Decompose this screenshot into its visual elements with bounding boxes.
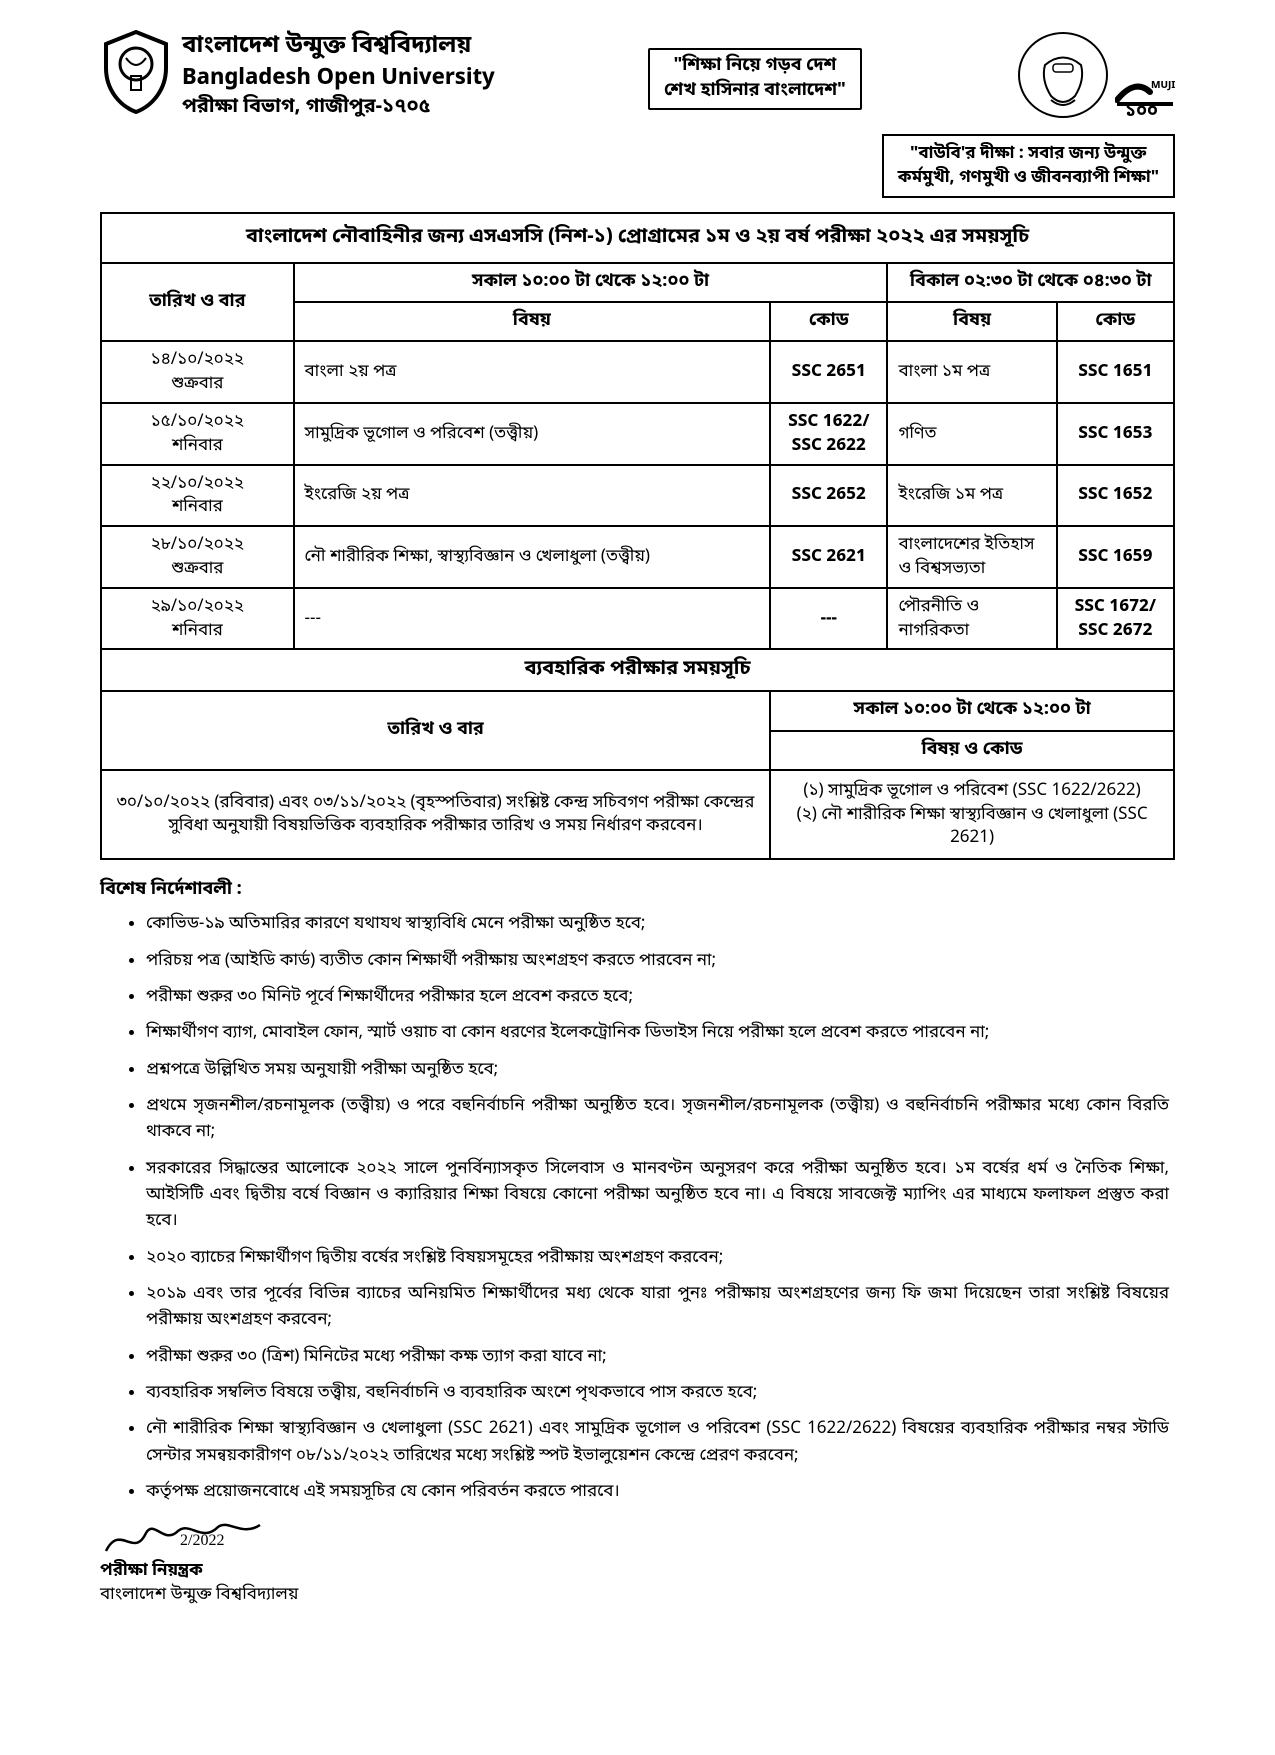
practical-subjects: (১) সামুদ্রিক ভূগোল ও পরিবেশ (SSC 1622/2… — [770, 770, 1174, 859]
header-left: বাংলাদেশ উন্মুক্ত বিশ্ববিদ্যালয় Banglad… — [100, 30, 495, 122]
col-morning: সকাল ১০:০০ টা থেকে ১২:০০ টা — [294, 263, 888, 302]
col-afternoon: বিকাল ০২:৩০ টা থেকে ০৪:৩০ টা — [887, 263, 1174, 302]
practical-note: ৩০/১০/২০২২ (রবিবার) এবং ০৩/১১/২০২২ (বৃহস… — [101, 770, 770, 859]
mujib-block: MUJIB ১০০ — [1015, 30, 1175, 120]
instructions-heading: বিশেষ নির্দেশাবলী : — [100, 878, 1175, 903]
col-code-m: কোড — [770, 302, 887, 341]
signature-block: 2/2022 পরীক্ষা নিয়ন্ত্রক বাংলাদেশ উন্মু… — [100, 1515, 1175, 1607]
motto-line2: কর্মমুখী, গণমুখী ও জীবনব্যাপী শিক্ষা" — [898, 166, 1159, 190]
mujib-100-logo-icon: MUJIB ১০০ — [1115, 70, 1175, 120]
university-title-block: বাংলাদেশ উন্মুক্ত বিশ্ববিদ্যালয় Banglad… — [182, 30, 495, 122]
schedule-row: ২৮/১০/২০২২শুক্রবার নৌ শারীরিক শিক্ষা, স্… — [101, 526, 1174, 588]
instruction-item: ২০২০ ব্যাচের শিক্ষার্থীগণ দ্বিতীয় বর্ষে… — [146, 1245, 1175, 1271]
col-subject-m: বিষয় — [294, 302, 771, 341]
mujib-portrait-icon — [1015, 30, 1111, 120]
university-name-bn: বাংলাদেশ উন্মুক্ত বিশ্ববিদ্যালয় — [182, 30, 495, 64]
university-logo-icon — [100, 30, 172, 114]
col-date-bar: তারিখ ও বার — [101, 263, 294, 341]
svg-text:MUJIB: MUJIB — [1151, 80, 1175, 93]
schedule-row: ১৪/১০/২০২২শুক্রবার বাংলা ২য় পত্র SSC 26… — [101, 341, 1174, 403]
instruction-item: কোভিড-১৯ অতিমারির কারণে যথাযথ স্বাস্থ্যব… — [146, 911, 1175, 937]
instruction-item: নৌ শারীরিক শিক্ষা স্বাস্থ্যবিজ্ঞান ও খেল… — [146, 1416, 1175, 1469]
instruction-item: প্রশ্নপত্রে উল্লিখিত সময় অনুযায়ী পরীক্… — [146, 1057, 1175, 1083]
document-header: বাংলাদেশ উন্মুক্ত বিশ্ববিদ্যালয় Banglad… — [100, 30, 1175, 122]
instructions-list: কোভিড-১৯ অতিমারির কারণে যথাযথ স্বাস্থ্যব… — [100, 911, 1175, 1505]
practical-subj-hdr: বিষয় ও কোড — [770, 731, 1174, 770]
svg-text:2/2022: 2/2022 — [180, 1532, 224, 1549]
schedule-row: ১৫/১০/২০২২শনিবার সামুদ্রিক ভূগোল ও পরিবে… — [101, 403, 1174, 465]
exam-schedule-table: বাংলাদেশ নৌবাহিনীর জন্য এসএসসি (নিশ-১) প… — [100, 212, 1175, 860]
instruction-item: পরীক্ষা শুরুর ৩০ (ত্রিশ) মিনিটের মধ্যে প… — [146, 1344, 1175, 1370]
slogan-line2: শেখ হাসিনার বাংলাদেশ" — [664, 79, 846, 104]
practical-time-hdr: সকাল ১০:০০ টা থেকে ১২:০০ টা — [770, 691, 1174, 730]
signature-icon: 2/2022 — [100, 1515, 280, 1559]
col-subject-a: বিষয় — [887, 302, 1056, 341]
bou-motto-box: "বাউবি'র দীক্ষা : সবার জন্য উন্মুক্ত কর্… — [882, 134, 1175, 198]
practical-date-hdr: তারিখ ও বার — [101, 691, 770, 769]
slogan-line1: "শিক্ষা নিয়ে গড়ব দেশ — [664, 54, 846, 79]
instruction-item: পরীক্ষা শুরুর ৩০ মিনিট পূর্বে শিক্ষার্থী… — [146, 984, 1175, 1010]
practical-title: ব্যবহারিক পরীক্ষার সময়সূচি — [101, 649, 1174, 691]
schedule-caption: বাংলাদেশ নৌবাহিনীর জন্য এসএসসি (নিশ-১) প… — [101, 213, 1174, 263]
instruction-item: ব্যবহারিক সম্বলিত বিষয়ে তত্ত্বীয়, বহুন… — [146, 1380, 1175, 1406]
instruction-item: সরকারের সিদ্ধান্তের আলোকে ২০২২ সালে পুনর… — [146, 1156, 1175, 1235]
instruction-item: প্রথমে সৃজনশীল/রচনামূলক (তত্ত্বীয়) ও পর… — [146, 1093, 1175, 1146]
instruction-item: ২০১৯ এবং তার পূর্বের বিভিন্ন ব্যাচের অনি… — [146, 1281, 1175, 1334]
university-name-en: Bangladesh Open University — [182, 64, 495, 95]
signatory-title: পরীক্ষা নিয়ন্ত্রক — [100, 1559, 1175, 1583]
govt-slogan-box: "শিক্ষা নিয়ে গড়ব দেশ শেখ হাসিনার বাংলা… — [648, 48, 862, 110]
signatory-org: বাংলাদেশ উন্মুক্ত বিশ্ববিদ্যালয় — [100, 1583, 1175, 1607]
schedule-row: ২৯/১০/২০২২শনিবার --- --- পৌরনীতি ও নাগরি… — [101, 588, 1174, 650]
schedule-row: ২২/১০/২০২২শনিবার ইংরেজি ২য় পত্র SSC 265… — [101, 465, 1174, 527]
department-name: পরীক্ষা বিভাগ, গাজীপুর-১৭০৫ — [182, 94, 495, 122]
instruction-item: কর্তৃপক্ষ প্রয়োজনবোধে এই সময়সূচির যে ক… — [146, 1479, 1175, 1505]
col-code-a: কোড — [1057, 302, 1174, 341]
instruction-item: শিক্ষার্থীগণ ব্যাগ, মোবাইল ফোন, স্মার্ট … — [146, 1020, 1175, 1046]
instruction-item: পরিচয় পত্র (আইডি কার্ড) ব্যতীত কোন শিক্… — [146, 948, 1175, 974]
motto-line1: "বাউবি'র দীক্ষা : সবার জন্য উন্মুক্ত — [898, 142, 1159, 166]
